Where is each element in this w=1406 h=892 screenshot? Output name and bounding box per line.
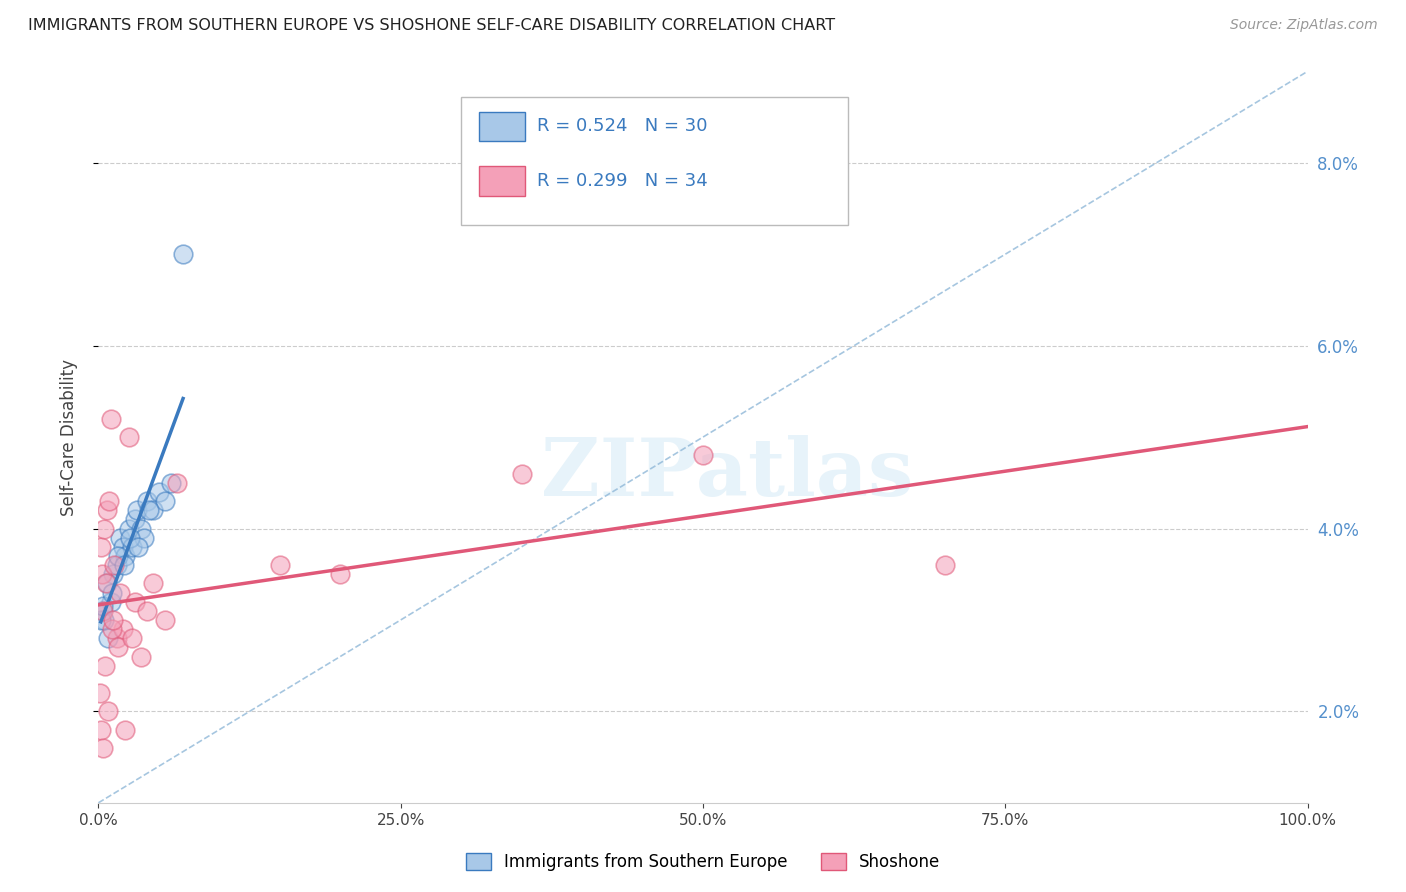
Point [101,567,124,582]
Point [100,585,122,599]
Point [148,484,170,499]
Point [134,531,156,545]
Point [90,613,112,627]
Point [329,567,352,582]
Point [100,412,122,426]
Point [96,503,118,517]
Point [142,503,165,517]
Point [160,475,183,490]
Point [97,632,120,646]
Point [114,723,136,737]
Point [101,613,124,627]
Point [121,540,143,554]
Point [692,448,714,462]
Point [127,503,149,517]
Point [105,558,128,573]
Point [91,567,114,582]
Point [118,430,141,444]
Point [118,531,141,545]
Point [111,622,134,636]
Point [934,558,956,573]
Point [129,649,152,664]
Point [114,549,136,563]
Point [138,503,160,517]
FancyBboxPatch shape [461,97,848,225]
Point [89,686,111,700]
Point [90,723,112,737]
Point [100,622,122,636]
Point [94,576,117,591]
Point [91,599,114,614]
Point [94,658,117,673]
Point [112,558,135,573]
Point [98,494,121,508]
Text: Source: ZipAtlas.com: Source: ZipAtlas.com [1230,18,1378,32]
Point [90,540,112,554]
Point [127,540,149,554]
Point [93,521,115,535]
Point [103,558,125,573]
Point [172,247,194,261]
Point [153,494,176,508]
Point [510,467,533,481]
Point [135,494,157,508]
Point [111,540,134,554]
Point [93,613,115,627]
Legend: Immigrants from Southern Europe, Shoshone: Immigrants from Southern Europe, Shoshon… [457,845,949,880]
Point [97,705,120,719]
Point [100,594,122,608]
Point [91,604,114,618]
Point [91,740,114,755]
Point [269,558,291,573]
Text: R = 0.524   N = 30: R = 0.524 N = 30 [537,117,707,136]
Point [129,521,152,535]
Point [107,640,129,655]
Y-axis label: Self-Care Disability: Self-Care Disability [59,359,77,516]
Point [121,632,143,646]
Text: IMMIGRANTS FROM SOUTHERN EUROPE VS SHOSHONE SELF-CARE DISABILITY CORRELATION CHA: IMMIGRANTS FROM SOUTHERN EUROPE VS SHOSH… [28,18,835,33]
Point [91,604,114,618]
Point [135,604,157,618]
Point [153,613,176,627]
Text: ZIPatlas: ZIPatlas [541,434,914,513]
Point [107,549,129,563]
Point [142,576,165,591]
Bar [479,112,526,141]
Point [124,512,146,526]
Point [108,531,131,545]
Text: R = 0.299   N = 34: R = 0.299 N = 34 [537,172,709,190]
Point [105,632,128,646]
Point [118,521,141,535]
Point [166,475,188,490]
Bar [479,167,526,195]
Point [96,576,118,591]
Point [108,585,131,599]
Point [124,594,146,608]
